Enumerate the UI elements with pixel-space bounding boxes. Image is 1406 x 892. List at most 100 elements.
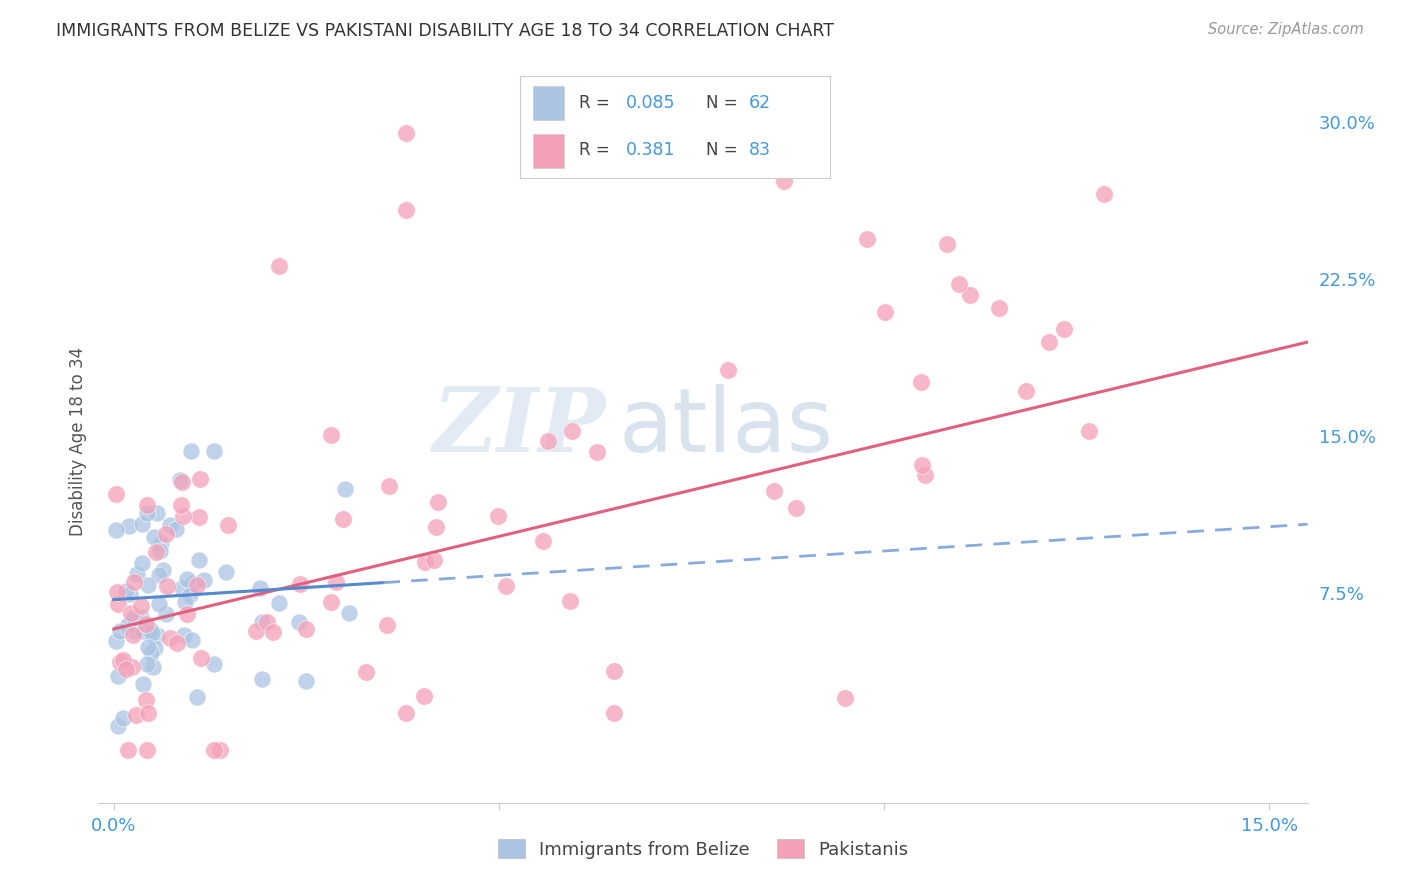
Point: [245, 624, 267, 638]
Point: [586, 445, 609, 459]
Point: [267, 259, 290, 273]
Point: [159, 631, 181, 645]
Point: [179, 588, 201, 602]
Point: [142, 660, 165, 674]
Point: [332, 511, 354, 525]
Point: [172, 508, 194, 523]
Point: [249, 582, 271, 596]
Point: [105, 584, 128, 599]
Point: [165, 522, 187, 536]
Point: [129, 610, 152, 624]
Point: [155, 526, 177, 541]
Point: [125, 708, 148, 723]
Point: [135, 657, 157, 672]
Point: [1078, 425, 1101, 439]
Text: ZIP: ZIP: [433, 384, 606, 470]
Point: [426, 495, 449, 509]
Point: [176, 572, 198, 586]
Point: [115, 662, 138, 676]
Point: [148, 567, 170, 582]
Legend: Immigrants from Belize, Pakistanis: Immigrants from Belize, Pakistanis: [491, 832, 915, 866]
Point: [173, 595, 195, 609]
Point: [107, 597, 129, 611]
Point: [139, 646, 162, 660]
Point: [193, 573, 215, 587]
Point: [186, 578, 208, 592]
Point: [354, 665, 377, 679]
Point: [135, 616, 157, 631]
Point: [121, 660, 143, 674]
Point: [395, 126, 418, 140]
Point: [188, 472, 211, 486]
Point: [131, 624, 153, 639]
Text: N =: N =: [706, 94, 742, 112]
Point: [325, 574, 347, 589]
Point: [717, 363, 740, 377]
Point: [111, 711, 134, 725]
Point: [136, 498, 159, 512]
Point: [136, 743, 159, 757]
Point: [377, 479, 399, 493]
Text: 62: 62: [749, 94, 772, 112]
Point: [136, 640, 159, 654]
Point: [533, 533, 555, 548]
Point: [495, 579, 517, 593]
Point: [603, 664, 626, 678]
Point: [138, 706, 160, 721]
Point: [142, 530, 165, 544]
Point: [209, 743, 232, 757]
Point: [395, 203, 418, 218]
Point: [124, 574, 146, 589]
FancyBboxPatch shape: [533, 87, 564, 120]
Point: [911, 458, 934, 473]
Point: [173, 628, 195, 642]
Point: [187, 510, 209, 524]
Text: R =: R =: [579, 141, 614, 159]
Text: Source: ZipAtlas.com: Source: ZipAtlas.com: [1208, 22, 1364, 37]
Point: [190, 651, 212, 665]
Point: [169, 498, 191, 512]
Point: [250, 673, 273, 687]
Point: [423, 552, 446, 566]
Point: [1015, 384, 1038, 398]
Point: [319, 428, 342, 442]
Point: [149, 544, 172, 558]
Point: [180, 444, 202, 458]
Point: [202, 743, 225, 757]
Point: [107, 719, 129, 733]
Point: [319, 595, 342, 609]
Point: [181, 575, 204, 590]
Point: [176, 607, 198, 621]
Point: [150, 536, 173, 550]
Point: [217, 517, 239, 532]
Point: [131, 599, 153, 614]
Point: [267, 597, 290, 611]
Point: [108, 656, 131, 670]
Point: [135, 692, 157, 706]
Point: [139, 623, 162, 637]
Point: [425, 520, 447, 534]
Point: [202, 657, 225, 671]
Point: [763, 483, 786, 498]
Point: [988, 301, 1011, 315]
Point: [105, 523, 128, 537]
Point: [561, 424, 583, 438]
Point: [603, 706, 626, 720]
Text: atlas: atlas: [619, 384, 834, 471]
Point: [112, 653, 135, 667]
Point: [132, 676, 155, 690]
Point: [288, 577, 311, 591]
Point: [834, 691, 856, 706]
Point: [262, 625, 284, 640]
Point: [170, 581, 193, 595]
Point: [337, 607, 360, 621]
Text: IMMIGRANTS FROM BELIZE VS PAKISTANI DISABILITY AGE 18 TO 34 CORRELATION CHART: IMMIGRANTS FROM BELIZE VS PAKISTANI DISA…: [56, 22, 834, 40]
Point: [250, 615, 273, 629]
Point: [136, 578, 159, 592]
Point: [855, 232, 877, 246]
Point: [131, 516, 153, 531]
Point: [295, 622, 318, 636]
Point: [125, 567, 148, 582]
Text: N =: N =: [706, 141, 742, 159]
Point: [256, 615, 278, 629]
